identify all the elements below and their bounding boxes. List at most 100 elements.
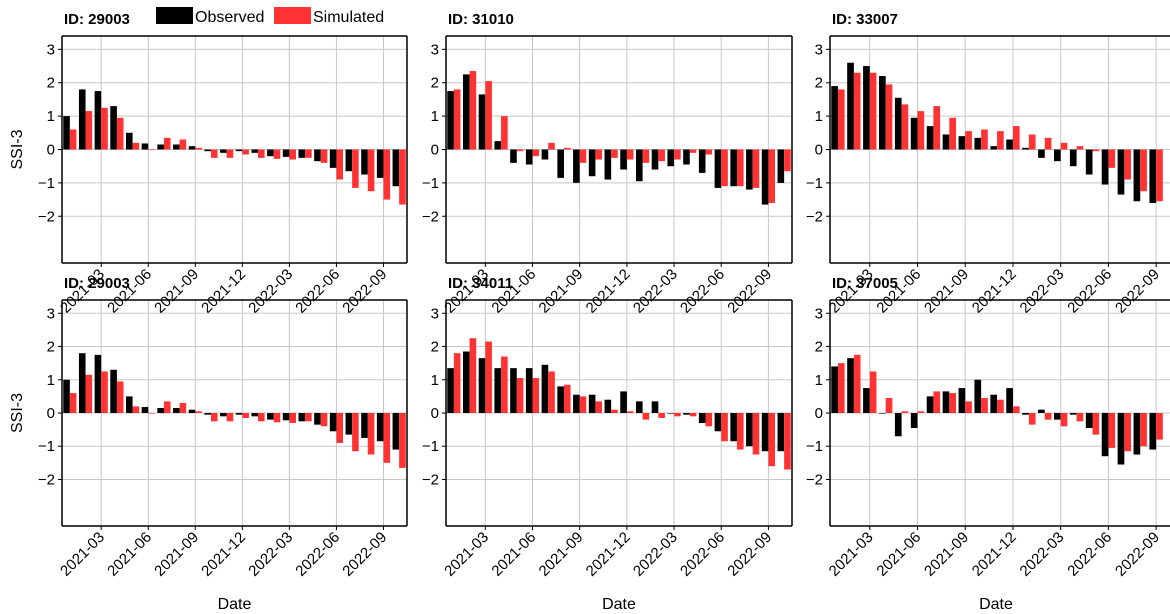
bar-simulated-2022-07 <box>352 413 359 452</box>
bar-simulated-2022-01 <box>1028 134 1036 150</box>
bar-observed-2021-02 <box>462 74 470 150</box>
y-tick-label: 0 <box>815 142 823 159</box>
bar-observed-2021-05 <box>894 413 902 437</box>
y-axis-label: SSI-3 <box>9 129 26 169</box>
bar-simulated-2021-08 <box>179 403 187 413</box>
bar-simulated-2021-11 <box>997 399 1004 413</box>
chart-panels: 3210−1−22021-032021-062021-092021-122022… <box>9 11 1170 613</box>
bar-observed-2022-04 <box>683 149 690 165</box>
bar-simulated-2021-10 <box>981 129 988 150</box>
bar-simulated-2021-02 <box>853 354 861 413</box>
bar-observed-2022-01 <box>251 413 259 417</box>
bar-observed-2022-07 <box>345 413 353 435</box>
bar-simulated-2022-01 <box>642 149 650 163</box>
bar-simulated-2022-07 <box>736 413 744 450</box>
bar-simulated-2021-01 <box>837 363 845 413</box>
bar-simulated-2021-05 <box>132 142 140 150</box>
bar-simulated-2022-10 <box>399 149 406 205</box>
bar-simulated-2021-07 <box>933 106 941 150</box>
y-tick-label: 2 <box>815 339 823 356</box>
bar-observed-2022-09 <box>761 413 769 452</box>
bar-simulated-2021-01 <box>453 353 461 413</box>
bar-observed-2021-09 <box>188 409 196 413</box>
bar-observed-2021-12 <box>620 149 627 170</box>
bar-simulated-2021-01 <box>69 393 77 413</box>
bar-observed-2021-03 <box>478 358 486 413</box>
bar-observed-2022-07 <box>345 149 353 172</box>
x-tick-label: 2022-09 <box>339 266 390 317</box>
bar-observed-2021-06 <box>141 407 149 413</box>
bar-simulated-2021-10 <box>210 413 218 422</box>
bar-observed-2021-11 <box>220 149 227 153</box>
bar-observed-2021-03 <box>863 388 870 413</box>
bar-observed-2022-02 <box>267 413 274 420</box>
x-tick-label: 2021-12 <box>198 266 249 317</box>
x-axis-label: Date <box>602 596 636 613</box>
y-tick-label: −2 <box>422 471 439 488</box>
x-tick-label: 2021-06 <box>488 529 539 580</box>
bar-simulated-2022-01 <box>642 413 650 420</box>
x-tick-label: 2021-09 <box>151 266 202 317</box>
bar-observed-2022-07 <box>730 149 737 187</box>
x-tick-label: 2022-06 <box>1064 529 1115 580</box>
bar-observed-2021-07 <box>541 364 549 413</box>
bar-simulated-2022-01 <box>1028 413 1036 425</box>
bar-simulated-2021-12 <box>1012 126 1020 150</box>
bar-observed-2021-09 <box>958 136 966 150</box>
y-tick-label: 0 <box>431 405 439 422</box>
bar-observed-2022-04 <box>1069 413 1077 415</box>
bar-simulated-2021-06 <box>148 413 155 414</box>
bar-simulated-2021-04 <box>501 116 508 150</box>
bar-observed-2021-07 <box>157 408 164 413</box>
bar-observed-2022-04 <box>298 149 306 158</box>
bar-observed-2021-07 <box>157 144 164 150</box>
bar-simulated-2021-08 <box>949 393 956 413</box>
bar-simulated-2022-03 <box>674 413 681 417</box>
chart-panel-1: 3210−1−22021-032021-062021-092021-122022… <box>422 11 793 317</box>
bar-simulated-2022-01 <box>258 413 265 422</box>
bar-observed-2021-11 <box>220 413 227 417</box>
bar-observed-2022-01 <box>251 149 259 153</box>
y-tick-label: −2 <box>422 208 439 225</box>
bar-simulated-2022-09 <box>768 413 776 467</box>
bar-simulated-2022-05 <box>1092 413 1100 435</box>
bar-observed-2021-12 <box>1006 388 1013 413</box>
x-tick-label: 2022-06 <box>677 529 728 580</box>
bar-simulated-2021-11 <box>997 131 1004 150</box>
bar-observed-2021-04 <box>879 76 886 150</box>
y-tick-label: −2 <box>806 208 823 225</box>
bar-simulated-2022-04 <box>689 149 697 153</box>
chart-panel-3: 3210−1−22021-032021-062021-092021-122022… <box>9 275 408 613</box>
bar-simulated-2022-08 <box>1140 413 1147 447</box>
bar-observed-2022-01 <box>635 401 643 413</box>
bar-observed-2022-05 <box>698 149 706 173</box>
y-tick-label: 1 <box>431 372 439 389</box>
y-tick-label: 3 <box>47 41 55 58</box>
bar-simulated-2021-01 <box>69 129 77 150</box>
bar-simulated-2022-06 <box>721 149 728 187</box>
bar-simulated-2022-10 <box>784 149 791 172</box>
bar-observed-2022-06 <box>1101 149 1109 185</box>
bar-simulated-2021-03 <box>485 81 492 150</box>
bar-observed-2021-03 <box>478 94 486 150</box>
bar-observed-2021-04 <box>494 368 502 413</box>
bar-simulated-2021-03 <box>101 371 108 413</box>
bar-simulated-2021-04 <box>885 84 893 150</box>
bar-observed-2021-05 <box>510 149 517 163</box>
bar-observed-2021-10 <box>588 394 596 413</box>
bar-observed-2021-01 <box>831 366 838 413</box>
bar-observed-2021-10 <box>204 149 211 152</box>
bar-observed-2021-11 <box>990 146 998 150</box>
panel-title: ID: 29003 <box>64 275 130 292</box>
bar-simulated-2021-02 <box>853 72 861 150</box>
bar-observed-2021-08 <box>173 144 180 150</box>
x-tick-label: 2022-03 <box>630 266 681 317</box>
x-tick-label: 2022-03 <box>245 529 296 580</box>
bar-observed-2022-04 <box>298 413 306 422</box>
x-tick-label: 2021-12 <box>583 529 634 580</box>
bar-simulated-2021-05 <box>901 411 909 413</box>
bar-observed-2022-07 <box>730 413 737 442</box>
bar-observed-2021-02 <box>78 89 86 150</box>
bar-simulated-2022-03 <box>674 149 681 160</box>
